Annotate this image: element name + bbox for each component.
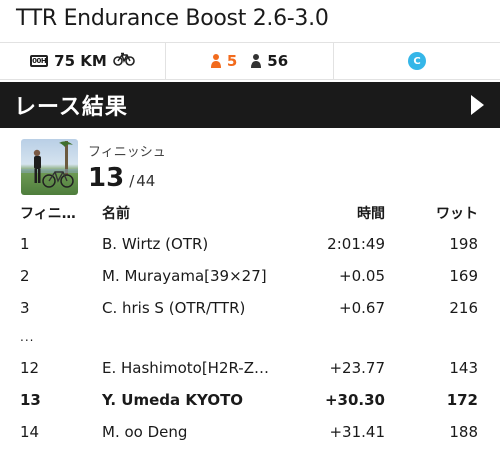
race-results-header[interactable]: レース結果 <box>0 82 500 128</box>
row-name: M. Murayama[39×27] <box>102 267 267 285</box>
bicycle-icon <box>113 52 135 70</box>
total-rider-count: 56 <box>267 52 289 70</box>
play-arrow-icon[interactable] <box>471 95 484 115</box>
header-name[interactable]: 名前 <box>102 206 130 222</box>
category-stat: C <box>333 43 500 79</box>
gap-ellipsis: ... <box>20 329 35 344</box>
riders-stat: 5 56 <box>165 43 333 79</box>
row-name: E. Hashimoto[H2R-Z… <box>102 359 269 377</box>
row-time: +23.77 <box>329 359 385 377</box>
row-position: 12 <box>20 359 40 377</box>
distance-value: 75 KM <box>54 52 107 70</box>
table-row[interactable]: 3 C. hris S (OTR/TTR) +0.67 216 <box>0 292 500 324</box>
table-row[interactable]: 14 M. oo Deng +31.41 188 <box>0 416 500 448</box>
header-watts[interactable]: ワット <box>436 206 478 222</box>
row-time: 2:01:49 <box>327 235 385 253</box>
orange-person-icon <box>210 54 221 68</box>
row-watts: 188 <box>449 423 478 441</box>
avatar <box>21 139 78 195</box>
position-total: 44 <box>136 172 156 190</box>
row-watts: 198 <box>449 235 478 253</box>
row-time: +30.30 <box>324 391 385 409</box>
row-time: +0.67 <box>339 299 385 317</box>
row-watts: 172 <box>446 391 478 409</box>
orange-rider-count: 5 <box>226 52 238 70</box>
row-time: +31.41 <box>329 423 385 441</box>
header-position[interactable]: フィニッシュ <box>20 206 82 222</box>
distance-icon: 00H <box>30 55 49 67</box>
results-table: フィニッシュ 名前 時間 ワット 1 B. Wirtz (OTR) 2:01:4… <box>0 198 500 448</box>
row-position: 14 <box>20 423 40 441</box>
gap-marker: ... <box>0 324 500 352</box>
gray-person-icon <box>251 54 262 68</box>
row-position: 13 <box>20 391 41 409</box>
event-title: TTR Endurance Boost 2.6-3.0 <box>16 6 329 31</box>
row-name: Y. Umeda KYOTO <box>102 391 244 409</box>
row-watts: 216 <box>449 299 478 317</box>
distance-stat: 00H 75 KM <box>0 43 165 79</box>
row-position: 2 <box>20 267 30 285</box>
row-watts: 169 <box>449 267 478 285</box>
table-row[interactable]: 1 B. Wirtz (OTR) 2:01:49 198 <box>0 228 500 260</box>
table-row[interactable]: 12 E. Hashimoto[H2R-Z… +23.77 143 <box>0 352 500 384</box>
table-header: フィニッシュ 名前 時間 ワット <box>0 198 500 228</box>
category-badge: C <box>408 52 426 70</box>
position-rank: 13 <box>88 163 125 193</box>
stats-bar: 00H 75 KM 5 56 C <box>0 42 500 80</box>
finish-label: フィニッシュ <box>88 145 166 160</box>
row-watts: 143 <box>449 359 478 377</box>
row-name: M. oo Deng <box>102 423 188 441</box>
row-name: C. hris S (OTR/TTR) <box>102 299 246 317</box>
table-row[interactable]: 2 M. Murayama[39×27] +0.05 169 <box>0 260 500 292</box>
row-name: B. Wirtz (OTR) <box>102 235 209 253</box>
row-time: +0.05 <box>339 267 385 285</box>
row-position: 3 <box>20 299 30 317</box>
my-position: 13 / 44 <box>88 163 155 193</box>
row-position: 1 <box>20 235 30 253</box>
table-row-current-user[interactable]: 13 Y. Umeda KYOTO +30.30 172 <box>0 384 500 416</box>
position-separator: / <box>129 172 135 190</box>
header-time[interactable]: 時間 <box>357 206 385 222</box>
section-title: レース結果 <box>14 95 128 120</box>
